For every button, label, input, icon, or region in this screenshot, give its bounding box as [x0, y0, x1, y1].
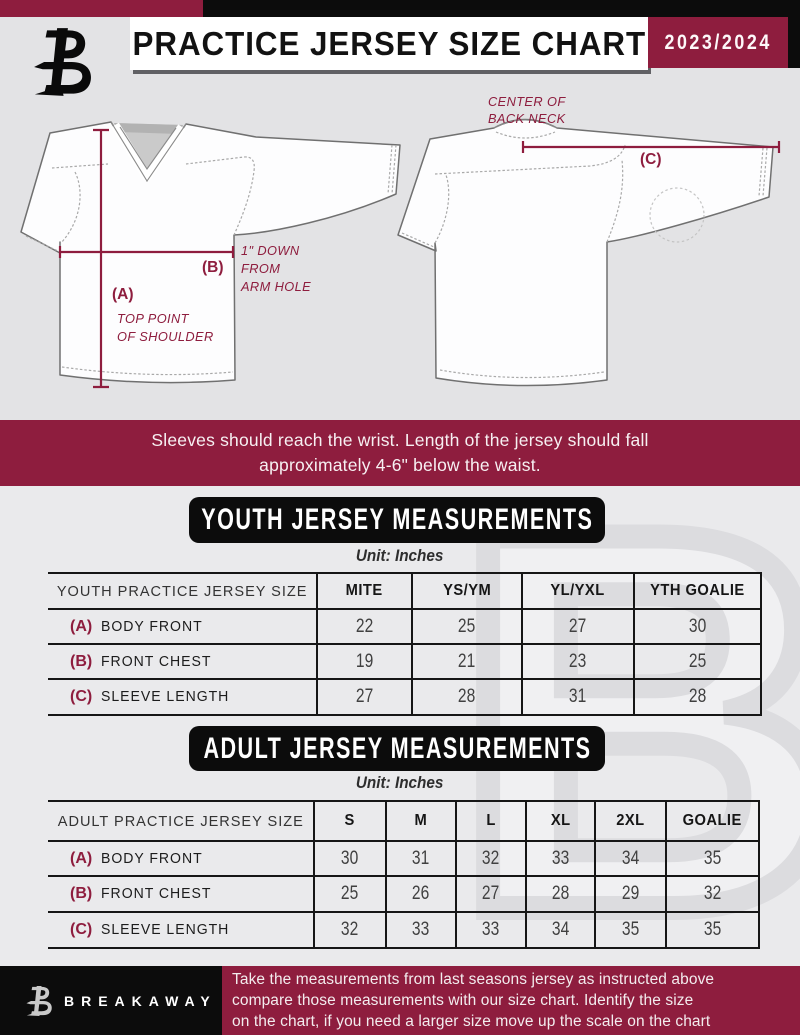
- measure-a-label: (A): [112, 286, 134, 303]
- page-title: PRACTICE JERSEY SIZE CHART: [132, 24, 646, 62]
- table-value: 33: [387, 913, 457, 949]
- table-value: 35: [667, 842, 760, 877]
- table-value: 32: [315, 913, 387, 949]
- table-value: 30: [315, 842, 387, 877]
- youth-section-banner: YOUTH JERSEY MEASUREMENTS: [189, 497, 605, 543]
- table-value: 23: [523, 645, 635, 680]
- table-value: 27: [318, 680, 413, 716]
- footer-brand-box: BREAKAWAY: [0, 966, 222, 1035]
- footer-note-box: Take the measurements from last seasons …: [222, 966, 800, 1035]
- adult-col-header: L: [457, 802, 527, 842]
- table-value: 35: [667, 913, 760, 949]
- table-value: 25: [315, 877, 387, 913]
- youth-unit-label: Unit: Inches: [356, 546, 444, 565]
- table-value: 31: [387, 842, 457, 877]
- youth-row-label: (C) SLEEVE LENGTH: [48, 680, 318, 716]
- footer-note-line-1: Take the measurements from last seasons …: [232, 971, 715, 988]
- adult-size-header: ADULT PRACTICE JERSEY SIZE: [48, 802, 315, 842]
- table-value: 33: [457, 913, 527, 949]
- measure-b-note-2: FROM: [241, 261, 280, 276]
- measure-c-note-1: CENTER OF: [488, 94, 566, 109]
- table-value: 28: [635, 680, 762, 716]
- adult-row-label: (B) FRONT CHEST: [48, 877, 315, 913]
- footer-note-line-3: on the chart, if you need a larger size …: [232, 1013, 711, 1030]
- header-black-corner: [788, 0, 800, 68]
- notice-banner: Sleeves should reach the wrist. Length o…: [0, 420, 800, 486]
- youth-col-header: YTH GOALIE: [635, 574, 762, 610]
- header-maroon-strip: [0, 0, 203, 17]
- notice-line-2: approximately 4-6" below the waist.: [259, 455, 541, 475]
- table-value: 28: [413, 680, 523, 716]
- adult-col-header: GOALIE: [667, 802, 760, 842]
- table-value: 19: [318, 645, 413, 680]
- header-black-strip: [203, 0, 800, 17]
- table-value: 32: [667, 877, 760, 913]
- table-value: 27: [523, 610, 635, 645]
- brand-name: BREAKAWAY: [64, 992, 217, 1009]
- season-label: 2023/2024: [664, 30, 772, 54]
- measure-c-label: (C): [640, 151, 662, 168]
- table-value: 26: [387, 877, 457, 913]
- table-value: 28: [527, 877, 596, 913]
- table-value: 27: [457, 877, 527, 913]
- table-value: 25: [413, 610, 523, 645]
- youth-row-label: (B) FRONT CHEST: [48, 645, 318, 680]
- adult-row-label: (C) SLEEVE LENGTH: [48, 913, 315, 949]
- notice-line-1: Sleeves should reach the wrist. Length o…: [151, 430, 649, 450]
- measure-a-note-1: TOP POINT: [117, 311, 190, 326]
- adult-banner-title: ADULT JERSEY MEASUREMENTS: [202, 731, 592, 765]
- adult-col-header: M: [387, 802, 457, 842]
- youth-col-header: YS/YM: [413, 574, 523, 610]
- adult-col-header: XL: [527, 802, 596, 842]
- measure-a-note-2: OF SHOULDER: [117, 329, 214, 344]
- table-value: 21: [413, 645, 523, 680]
- table-value: 30: [635, 610, 762, 645]
- season-box: 2023/2024: [648, 17, 788, 68]
- table-value: 32: [457, 842, 527, 877]
- youth-size-header: YOUTH PRACTICE JERSEY SIZE: [48, 574, 318, 610]
- table-value: 29: [596, 877, 667, 913]
- adult-row-label: (A) BODY FRONT: [48, 842, 315, 877]
- youth-banner-title: YOUTH JERSEY MEASUREMENTS: [200, 503, 594, 536]
- table-value: 25: [635, 645, 762, 680]
- table-value: 34: [596, 842, 667, 877]
- adult-size-table: ADULT PRACTICE JERSEY SIZE S M L XL 2XL …: [48, 800, 760, 949]
- title-box: PRACTICE JERSEY SIZE CHART: [130, 17, 648, 70]
- adult-unit-label: Unit: Inches: [356, 773, 444, 792]
- measure-b-note-3: ARM HOLE: [240, 279, 311, 294]
- front-jersey-diagram: (B) 1" DOWN FROM ARM HOLE (A) TOP POINT …: [20, 121, 401, 389]
- youth-size-table: YOUTH PRACTICE JERSEY SIZE MITE YS/YM YL…: [48, 572, 762, 716]
- table-value: 34: [527, 913, 596, 949]
- youth-col-header: YL/YXL: [523, 574, 635, 610]
- table-value: 33: [527, 842, 596, 877]
- measure-b-note-1: 1" DOWN: [241, 243, 300, 258]
- youth-col-header: MITE: [318, 574, 413, 610]
- breakaway-logo-icon: [22, 982, 54, 1020]
- table-value: 22: [318, 610, 413, 645]
- back-jersey-diagram: (C) CENTER OF BACK NECK: [397, 94, 781, 387]
- measure-c-note-2: BACK NECK: [488, 111, 566, 126]
- footer-note-line-2: compare those measurements with our size…: [232, 992, 694, 1009]
- breakaway-logo-icon: [22, 26, 98, 98]
- table-value: 31: [523, 680, 635, 716]
- adult-col-header: S: [315, 802, 387, 842]
- adult-col-header: 2XL: [596, 802, 667, 842]
- youth-row-label: (A) BODY FRONT: [48, 610, 318, 645]
- measure-b-label: (B): [202, 259, 224, 276]
- adult-section-banner: ADULT JERSEY MEASUREMENTS: [189, 726, 605, 771]
- table-value: 35: [596, 913, 667, 949]
